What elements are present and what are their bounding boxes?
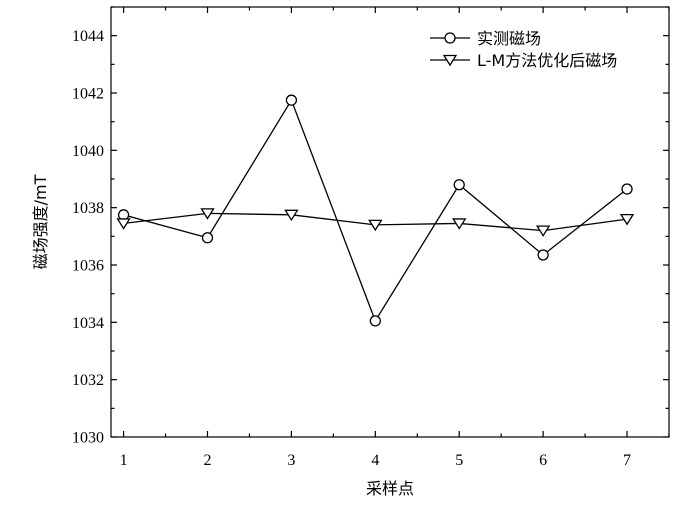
y-axis-title: 磁场强度/mT <box>31 174 50 269</box>
plot-border <box>110 6 670 438</box>
y-tick-label: 1040 <box>72 143 104 160</box>
x-tick-label: 7 <box>623 452 631 469</box>
data-point-measured-field <box>621 183 633 195</box>
y-tick-label: 1036 <box>72 258 104 275</box>
y-tick-label: 1030 <box>72 430 104 447</box>
series-group <box>116 94 635 327</box>
legend: 实测磁场 L-M方法优化后磁场 <box>430 29 617 70</box>
series-lm-optimized-field <box>116 208 635 237</box>
data-point-lm-optimized-field <box>535 225 551 237</box>
legend-marker-measured-field <box>444 32 456 44</box>
x-tick-label: 6 <box>539 452 547 469</box>
y-tick-label: 1032 <box>72 372 104 389</box>
y-tick-label: 1038 <box>72 200 104 217</box>
plot-frame <box>110 6 670 438</box>
x-tick-label: 1 <box>120 452 128 469</box>
legend-marker-lm-optimized-field <box>442 54 458 67</box>
data-point-lm-optimized-field <box>284 209 299 222</box>
y-tick-label: 1044 <box>72 28 104 45</box>
data-point-measured-field <box>285 94 298 106</box>
data-point-lm-optimized-field <box>452 218 467 230</box>
y-axis-ticks: 1030 1032 1034 1036 1038 1040 1042 1044 <box>72 6 669 447</box>
data-point-lm-optimized-field <box>200 208 215 220</box>
series-measured-field <box>117 94 633 327</box>
data-point-lm-optimized-field <box>368 219 383 232</box>
data-point-lm-optimized-field <box>116 218 131 230</box>
x-axis-title: 采样点 <box>366 479 414 498</box>
x-tick-label: 5 <box>455 452 463 469</box>
y-tick-label: 1042 <box>72 86 104 103</box>
x-tick-label: 2 <box>203 452 211 469</box>
y-tick-label: 1034 <box>72 315 104 332</box>
series-line-measured-field <box>123 98 628 323</box>
data-point-measured-field <box>453 179 465 191</box>
data-point-measured-field <box>537 249 549 261</box>
data-point-measured-field <box>369 315 381 327</box>
data-point-measured-field <box>201 232 214 244</box>
data-point-lm-optimized-field <box>619 213 635 226</box>
x-tick-label: 4 <box>371 452 379 469</box>
x-tick-label: 3 <box>287 452 295 469</box>
x-axis-ticks: 1 2 3 4 5 6 7 <box>120 7 670 469</box>
legend-label-lm-optimized-field: L-M方法优化后磁场 <box>477 51 617 70</box>
legend-label-measured-field: 实测磁场 <box>477 29 541 48</box>
